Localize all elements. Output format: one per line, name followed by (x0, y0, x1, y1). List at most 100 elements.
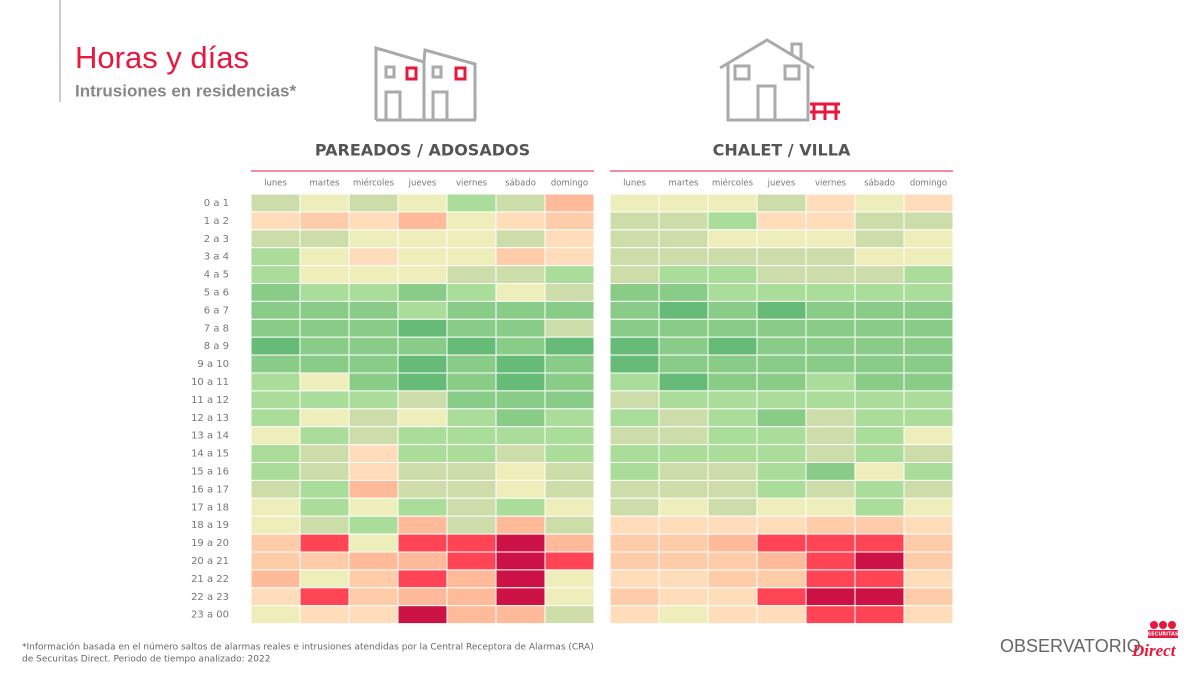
heat-cell (250, 247, 301, 267)
heat-cell (707, 283, 758, 302)
day-label: martes (669, 179, 700, 189)
heat-cell (854, 390, 905, 410)
heat-cell (756, 444, 807, 464)
heat-cell (544, 247, 595, 267)
heat-cell (446, 533, 497, 553)
heat-cell (609, 193, 660, 213)
row-label: 20 a 21 (191, 556, 229, 567)
heat-cell (756, 211, 807, 231)
heat-cell (348, 533, 399, 553)
heat-cell (756, 408, 807, 428)
heat-cell (903, 587, 954, 607)
heat-cell (854, 497, 905, 517)
heat-cell (446, 229, 497, 249)
heat-cell (756, 426, 807, 446)
heat-cell (756, 318, 807, 338)
heat-cell (903, 372, 954, 392)
heat-cell (903, 390, 954, 410)
heat-cell (495, 515, 546, 535)
heat-cell (854, 605, 905, 625)
row-label: 9 a 10 (197, 359, 229, 370)
heat-cell (805, 587, 856, 607)
heat-cell (299, 479, 350, 499)
row-label: 13 a 14 (191, 431, 229, 442)
heat-cell (903, 551, 954, 571)
heat-cell (348, 426, 399, 446)
heat-cell (609, 247, 660, 267)
heat-cell (756, 390, 807, 410)
heat-cell (903, 318, 954, 338)
heat-cell (658, 247, 709, 267)
heat-cell (397, 318, 448, 338)
heat-cell (658, 408, 709, 428)
heat-cell (397, 354, 448, 374)
heat-cell (854, 283, 905, 302)
heat-cell (903, 247, 954, 267)
heat-cell (250, 515, 301, 535)
heat-cell (397, 515, 448, 535)
heat-cell (446, 336, 497, 356)
heat-cell (854, 587, 905, 607)
heat-cell (854, 444, 905, 464)
heat-cell (658, 300, 709, 320)
heat-cell (658, 533, 709, 553)
row-label: 19 a 20 (191, 538, 229, 549)
heat-cell (495, 462, 546, 481)
heat-cell (397, 479, 448, 499)
heat-cell (250, 193, 301, 213)
heat-cell (299, 533, 350, 553)
heat-cell (903, 605, 954, 625)
heat-cell (544, 587, 595, 607)
heat-cell (397, 283, 448, 302)
heat-cell (495, 408, 546, 428)
heat-cell (756, 247, 807, 267)
heat-cell (756, 515, 807, 535)
heat-cell (854, 408, 905, 428)
heat-cell (299, 372, 350, 392)
heat-cell (707, 479, 758, 499)
heat-cell (854, 336, 905, 356)
heat-cell (609, 211, 660, 231)
row-label: 6 a 7 (204, 305, 229, 316)
heat-cell (446, 444, 497, 464)
heat-cell (609, 408, 660, 428)
heat-cell (544, 283, 595, 302)
heat-cell (446, 193, 497, 213)
heat-cell (348, 265, 399, 285)
heat-cell (446, 354, 497, 374)
heat-cell (397, 497, 448, 517)
heat-cell (609, 587, 660, 607)
heat-cell (707, 336, 758, 356)
heat-cell (707, 300, 758, 320)
heat-cell (609, 551, 660, 571)
heat-cell (250, 390, 301, 410)
heat-cell (250, 211, 301, 231)
panel-title: CHALET / VILLA (713, 141, 851, 160)
heat-cell (609, 372, 660, 392)
heat-cell (903, 193, 954, 213)
heat-cell (299, 569, 350, 589)
heat-cell (707, 569, 758, 589)
heat-cell (903, 462, 954, 481)
heat-cell (446, 247, 497, 267)
heat-cell (397, 390, 448, 410)
heat-cell (707, 605, 758, 625)
heat-cell (609, 336, 660, 356)
heat-cell (348, 444, 399, 464)
heat-cell (756, 533, 807, 553)
heat-cell (609, 318, 660, 338)
heat-cell (756, 300, 807, 320)
day-label: martes (310, 179, 341, 189)
heat-cell (854, 193, 905, 213)
heat-cell (658, 229, 709, 249)
row-label: 7 a 8 (204, 323, 229, 334)
day-label: sábado (505, 179, 536, 189)
brand-direct: Direct (1131, 641, 1177, 660)
heat-cell (544, 551, 595, 571)
row-label: 4 a 5 (204, 270, 229, 281)
heat-cell (348, 515, 399, 535)
heat-cell (495, 497, 546, 517)
heat-cell (805, 300, 856, 320)
heat-cell (446, 515, 497, 535)
